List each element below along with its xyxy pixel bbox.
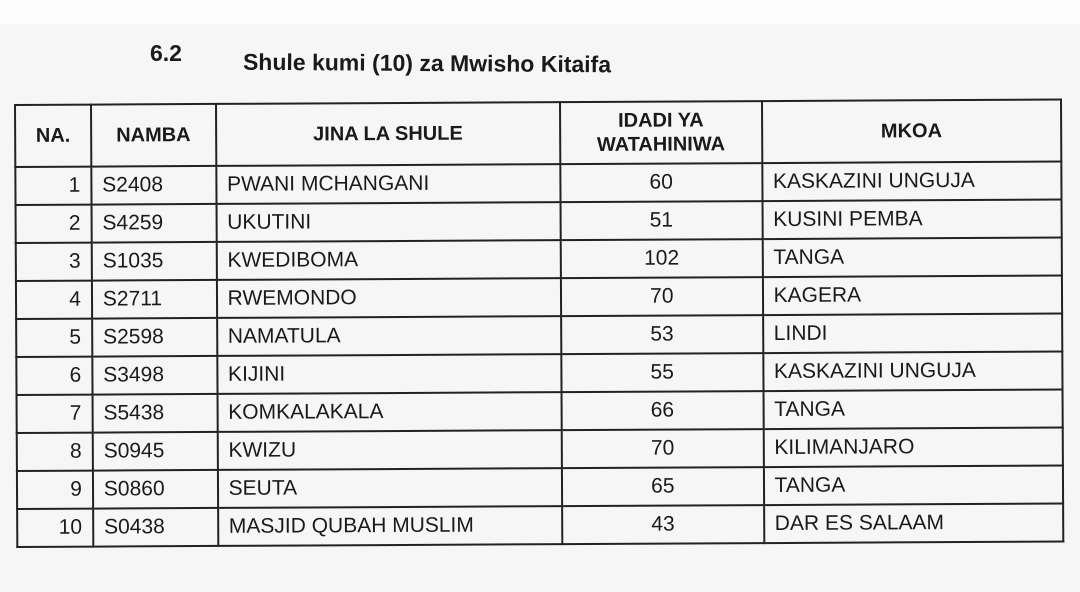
cell-idadi: 43 [562,505,764,545]
cell-idadi: 70 [561,429,764,469]
cell-idadi: 70 [560,277,763,317]
cell-jina: PWANI MCHANGANI [215,164,561,204]
table-header-row: NA. NAMBA JINA LA SHULE IDADI YA WATAHIN… [15,99,1062,167]
cell-na: 8 [16,432,93,471]
header-mkoa: MKOA [761,99,1062,164]
cell-idadi: 55 [561,353,764,393]
cell-jina: KIJINI [216,354,562,394]
cell-namba: S0860 [92,469,218,509]
cell-na: 2 [15,204,92,243]
cell-idadi: 102 [560,239,763,279]
table-row: 7 S5438 KOMKALAKALA 66 TANGA [16,389,1063,433]
header-namba: NAMBA [90,103,216,167]
cell-na: 10 [17,508,94,547]
cell-idadi: 66 [561,391,764,431]
cell-mkoa: KILIMANJARO [763,427,1063,468]
cell-na: 7 [16,394,93,433]
cell-jina: RWEMONDO [216,278,562,318]
cell-namba: S5438 [92,393,218,433]
cell-mkoa: DAR ES SALAAM [763,503,1064,544]
cell-mkoa: TANGA [763,389,1063,430]
schools-table: NA. NAMBA JINA LA SHULE IDADI YA WATAHIN… [14,99,1064,548]
cell-jina: KOMKALAKALA [217,392,562,432]
cell-jina: UKUTINI [216,202,561,242]
cell-idadi: 65 [561,467,764,507]
cell-namba: S3498 [92,355,218,395]
cell-idadi: 51 [560,201,763,241]
cell-na: 1 [15,166,92,205]
cell-jina: KWEDIBOMA [216,240,561,280]
header-na: NA. [15,104,92,167]
cell-mkoa: KASKAZINI UNGUJA [762,351,1063,392]
table-row: 2 S4259 UKUTINI 51 KUSINI PEMBA [15,199,1062,243]
header-idadi: IDADI YA WATAHINIWA [559,101,762,165]
cell-jina: NAMATULA [216,316,562,356]
cell-mkoa: TANGA [762,237,1062,278]
cell-namba: S2598 [91,317,217,357]
cell-mkoa: LINDI [762,313,1063,354]
top-margin [0,0,1080,24]
cell-namba: S2408 [91,165,217,205]
cell-mkoa: KUSINI PEMBA [762,199,1062,240]
header-jina: JINA LA SHULE [215,102,561,166]
cell-jina: MASJID QUBAH MUSLIM [217,506,563,546]
table-row: 8 S0945 KWIZU 70 KILIMANJARO [16,427,1063,471]
cell-mkoa: TANGA [763,465,1064,506]
header-idadi-label: IDADI YA WATAHINIWA [596,109,726,156]
table-row: 10 S0438 MASJID QUBAH MUSLIM 43 DAR ES SALAA… [17,503,1064,547]
cell-na: 5 [16,318,93,357]
cell-jina: SEUTA [217,468,563,508]
table-row: 1 S2408 PWANI MCHANGANI 60 KASKAZINI UNGUJA [15,161,1062,205]
section-title: Shule kumi (10) za Mwisho Kitaifa [242,48,612,78]
cell-namba: S1035 [91,241,217,281]
section-number: 6.2 [150,40,182,66]
cell-namba: S4259 [91,203,217,243]
cell-jina: KWIZU [217,430,562,470]
cell-na: 3 [15,242,92,281]
table-row: 9 S0860 SEUTA 65 TANGA [16,465,1064,509]
table-row: 3 S1035 KWEDIBOMA 102 TANGA [15,237,1062,281]
cell-idadi: 53 [561,315,763,355]
table-row: 5 S2598 NAMATULA 53 LINDI [16,313,1063,357]
table-row: 6 S3498 KIJINI 55 KASKAZINI UNGUJA [16,351,1063,395]
cell-mkoa: KAGERA [762,275,1063,316]
cell-idadi: 60 [560,163,763,203]
cell-na: 9 [16,470,93,509]
cell-mkoa: KASKAZINI UNGUJA [761,161,1062,202]
cell-na: 6 [16,356,93,395]
table-row: 4 S2711 RWEMONDO 70 KAGERA [15,275,1063,319]
cell-namba: S0438 [92,507,218,547]
cell-namba: S0945 [92,431,218,471]
cell-na: 4 [15,280,92,319]
cell-namba: S2711 [91,279,217,319]
